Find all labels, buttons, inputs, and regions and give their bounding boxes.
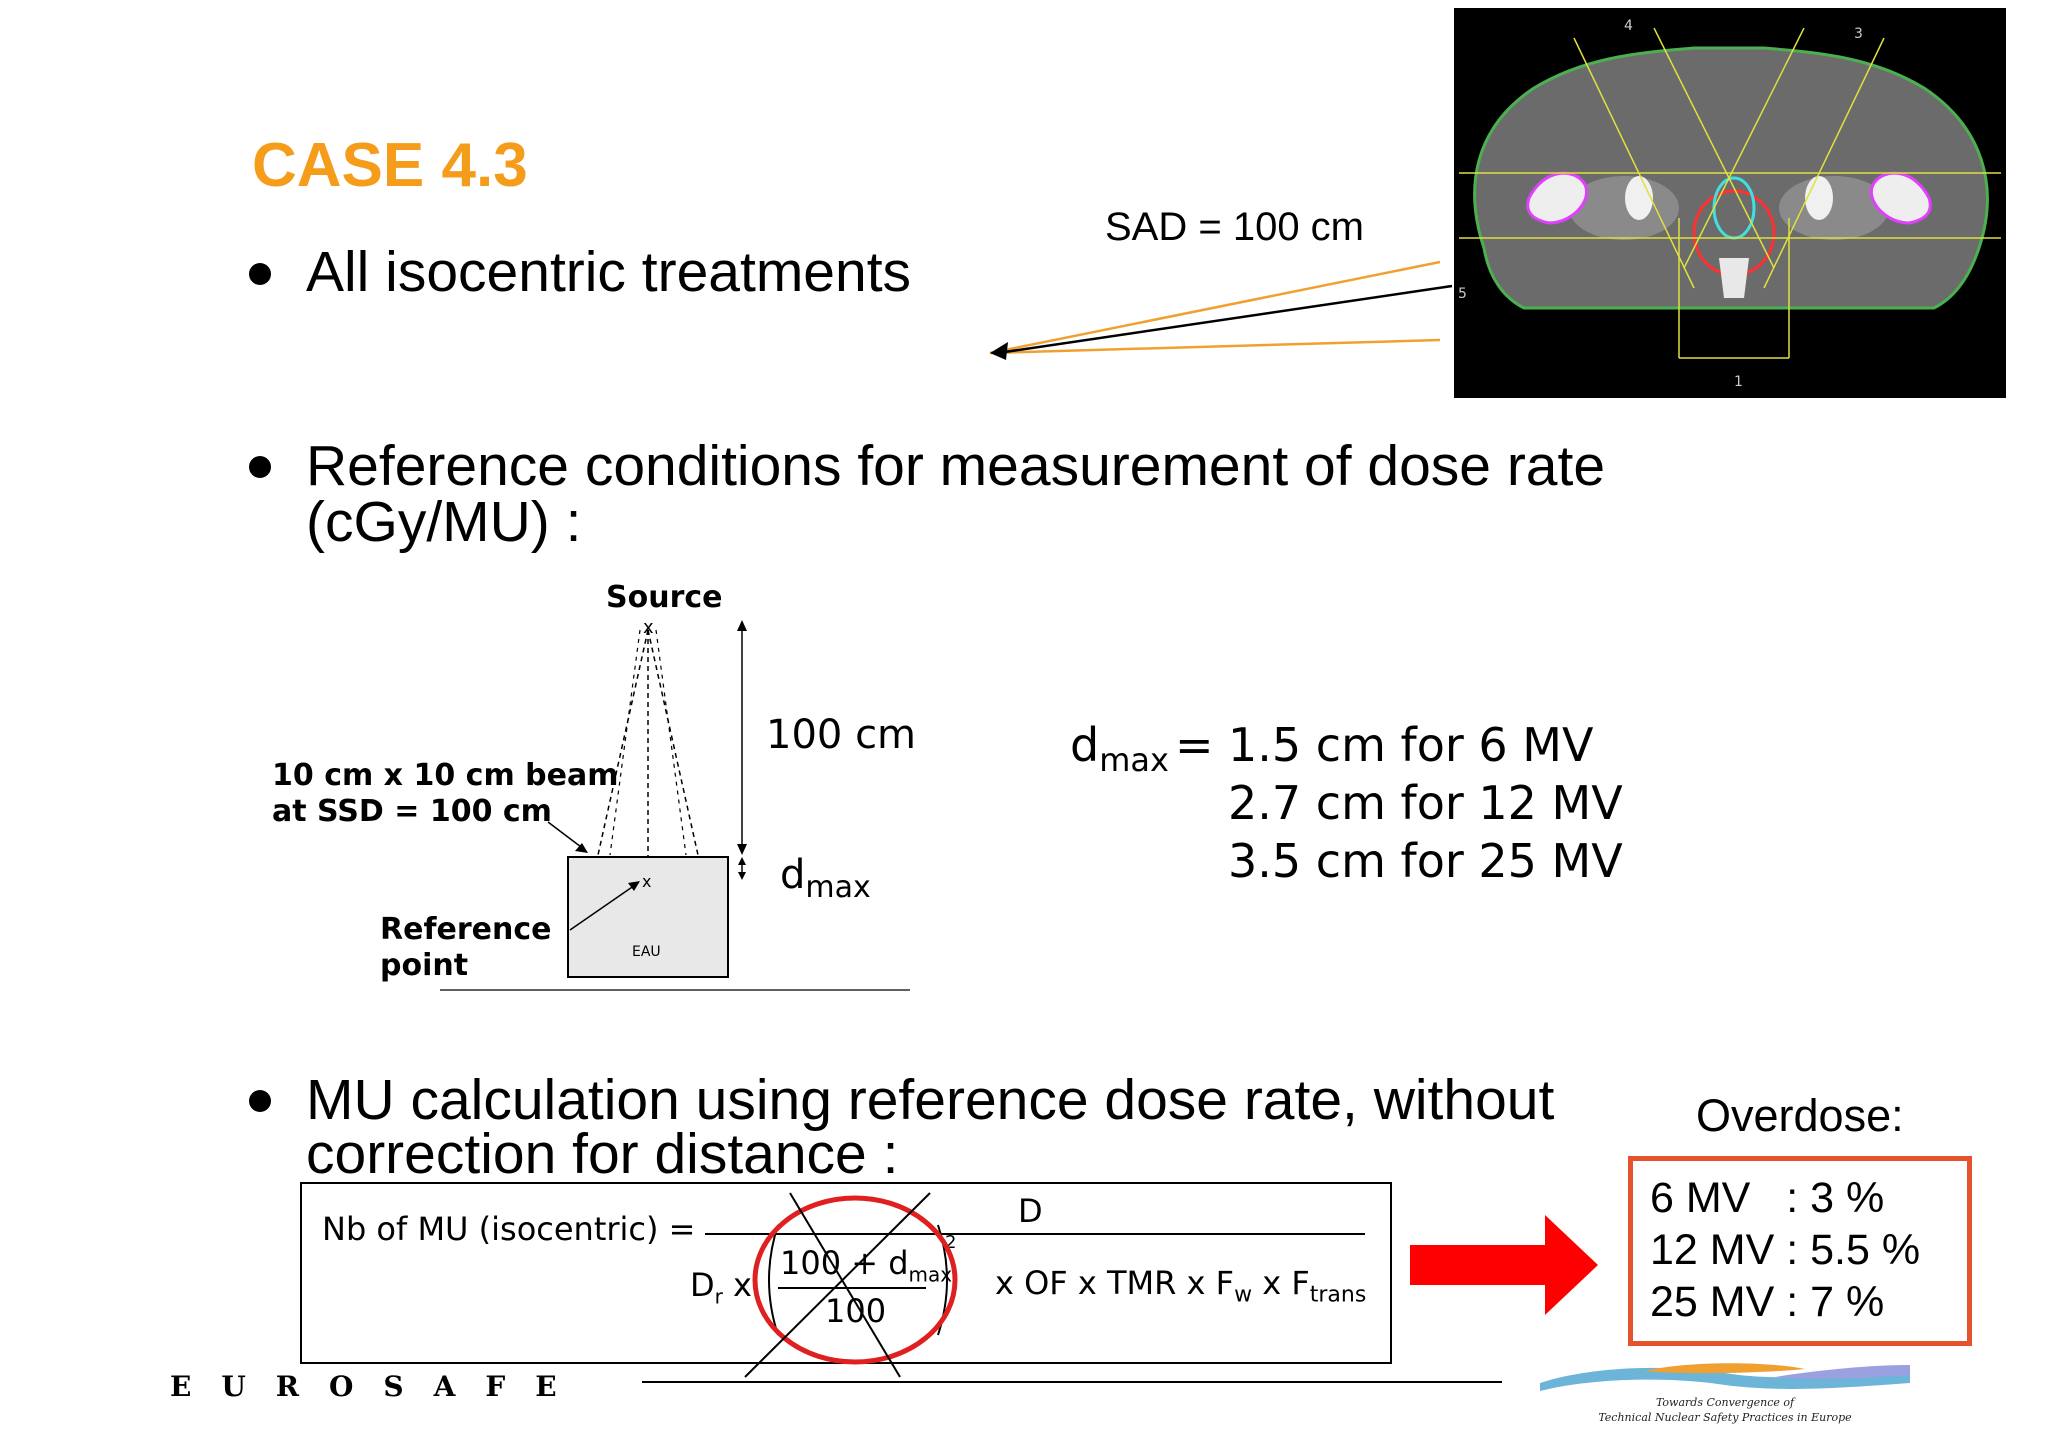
beam-edge-left-inner [609, 629, 641, 856]
beam-label-pointer [547, 821, 586, 851]
beam-field-2 [1653, 27, 1775, 269]
circle-marker [752, 1195, 958, 1365]
beam-label-line2: at SSD = 100 cm [272, 794, 552, 829]
formula-crossout [744, 1192, 958, 1378]
beam-label-pointer-head [575, 843, 588, 853]
dmax-arrow-top [738, 857, 746, 865]
eurosafe-brand: EUROSAFE [170, 1370, 587, 1403]
logo-wave-orange [1645, 1363, 1805, 1374]
dmax-values-label: dmax [1070, 718, 1169, 780]
logo-wave-purple [1775, 1365, 1910, 1379]
logo-wave-blue [1540, 1367, 1910, 1391]
eurosafe-logo [1540, 1363, 1910, 1391]
diagram-dmax-label: dmax [780, 852, 871, 905]
bullet-3-line2: correction for distance : [306, 1122, 899, 1186]
sad-label: SAD = 100 cm [1105, 205, 1365, 249]
reference-geometry-drawing: x EAU x [440, 617, 910, 991]
beam-number-1: 1 [1734, 374, 1743, 390]
reference-point-mark: x [642, 872, 651, 891]
bullet-dot [249, 456, 271, 478]
water-phantom [567, 856, 729, 978]
reference-pointer [569, 882, 639, 931]
reference-pointer-head [628, 881, 640, 891]
distance-label: 100 cm [766, 712, 917, 758]
result-arrow [1410, 1215, 1598, 1315]
logo-text-line2: Technical Nuclear Safety Practices in Eu… [1598, 1411, 1852, 1424]
beam-central-axis [997, 284, 1453, 355]
beam-edge-right-inner [655, 629, 687, 856]
formula-paren-top: 100 + dmax [780, 1244, 953, 1287]
dmax-arrow-bottom [738, 872, 746, 880]
beam-edge-left [597, 629, 649, 856]
bullet-1-text: All isocentric treatments [306, 240, 912, 304]
formula-dose-rate: Dr [690, 1266, 723, 1309]
formula-exponent: 2 [945, 1232, 957, 1253]
overdose-label: Overdose: [1696, 1090, 1904, 1141]
mu-formula-box [300, 1182, 1392, 1364]
overdose-12mv: 12 MV : 5.5 % [1650, 1226, 1921, 1274]
bullet-dot [249, 1090, 271, 1112]
beam-number-5: 5 [1458, 286, 1467, 302]
cross-line-2 [744, 1192, 931, 1378]
source-label: Source [606, 580, 723, 615]
ct-scan-image: 4 3 5 1 [1454, 8, 2006, 398]
formula-inner-bar [778, 1287, 926, 1289]
spine [1719, 258, 1749, 298]
bullet-dot [249, 263, 271, 285]
overdose-25mv: 25 MV : 7 % [1650, 1278, 1885, 1326]
formula-times: x [733, 1266, 752, 1304]
dmax-value-25mv: 3.5 cm for 25 MV [1228, 834, 1623, 888]
bone-left [1526, 171, 1588, 225]
phantom-label: EAU [632, 944, 661, 960]
dmax-equals: = [1175, 718, 1214, 772]
distance-arrow-bottom [737, 844, 747, 855]
logo-text-line1: Towards Convergence of [1655, 1396, 1795, 1409]
bullet-2-line1: Reference conditions for measurement of … [306, 434, 1606, 498]
bone-right [1870, 171, 1932, 225]
bullet-3-line1: MU calculation using reference dose rate… [306, 1068, 1555, 1132]
dmax-value-6mv: 1.5 cm for 6 MV [1228, 718, 1594, 772]
beam-field-4 [1683, 27, 1805, 269]
cross-line-1 [789, 1192, 901, 1378]
formula-rest: x OF x TMR x Fw x Ftrans [995, 1264, 1367, 1308]
arrow-head [990, 342, 1008, 360]
formula-paren-bottom: 100 [825, 1292, 887, 1330]
femur-right [1805, 176, 1833, 220]
overdose-box [1628, 1156, 1972, 1346]
overdose-6mv: 6 MV : 3 % [1650, 1174, 1885, 1222]
result-arrow-shape [1410, 1215, 1598, 1315]
dmax-value-12mv: 2.7 cm for 12 MV [1228, 776, 1623, 830]
beam-field-1 [1573, 37, 1695, 289]
distance-arrow-top [737, 620, 747, 631]
footer-rule [642, 1381, 1502, 1383]
source-mark: x [643, 617, 654, 638]
beam-number-4: 4 [1624, 18, 1633, 34]
bullet-2-line2: (cGy/MU) : [306, 490, 582, 554]
beam-line-upper [989, 260, 1441, 355]
beam-line-lower [989, 338, 1441, 355]
beam-edge-right [647, 629, 699, 856]
formula-lhs: Nb of MU (isocentric) = [322, 1210, 696, 1248]
reference-label-line1: Reference [380, 912, 552, 947]
reference-label-line2: point [380, 948, 469, 983]
beam-field-3 [1763, 37, 1885, 289]
formula-numerator: D [1018, 1192, 1043, 1230]
sad-beam-lines [989, 260, 1453, 360]
slide-title: CASE 4.3 [252, 131, 528, 200]
ct-scan-drawing: 4 3 5 1 [1458, 18, 2001, 390]
formula-fraction-bar [705, 1233, 1365, 1235]
beam-label-line1: 10 cm x 10 cm beam [272, 758, 619, 793]
beam-number-3: 3 [1854, 26, 1863, 42]
femur-left [1625, 176, 1653, 220]
paren-left [768, 1224, 779, 1336]
